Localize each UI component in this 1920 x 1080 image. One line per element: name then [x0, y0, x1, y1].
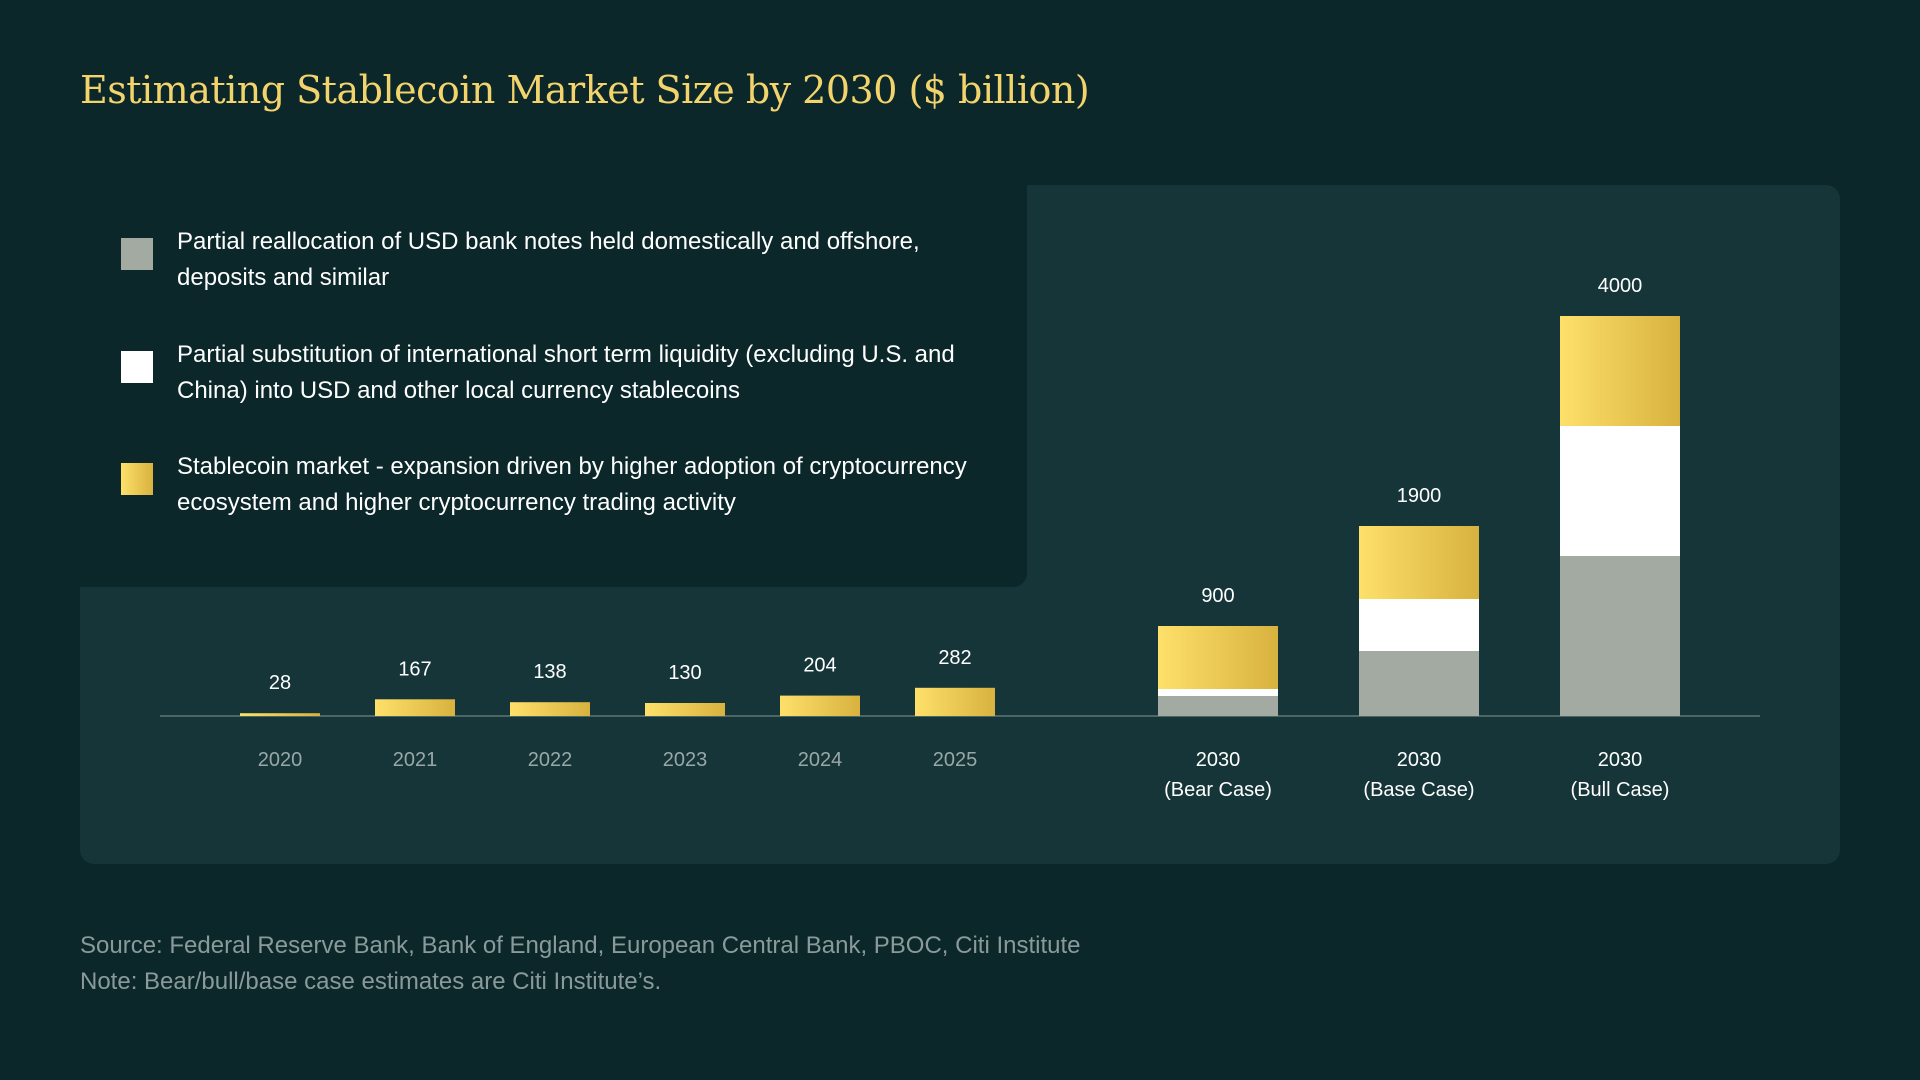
- bar-segment-substitution: [1560, 426, 1680, 556]
- x-tick-label: (Bear Case): [1164, 779, 1272, 801]
- bar-segment-expansion: [915, 687, 995, 716]
- legend-box: [80, 185, 1027, 587]
- bar-total-label: 204: [803, 655, 836, 677]
- estimate-note: Note: Bear/bull/base case estimates are …: [80, 968, 662, 995]
- bar-total-label: 28: [269, 672, 291, 694]
- chart-title: Estimating Stablecoin Market Size by 203…: [80, 68, 1090, 112]
- bar-total-label: 4000: [1598, 275, 1643, 297]
- bar-segment-reallocation: [1359, 651, 1479, 716]
- bar-segment-expansion: [375, 699, 455, 716]
- bar-segment-substitution: [1359, 599, 1479, 651]
- source-note: Source: Federal Reserve Bank, Bank of En…: [80, 932, 1081, 959]
- bar-segment-expansion: [240, 713, 320, 716]
- legend-item-substitution: Partial substitution of international sh…: [121, 337, 981, 409]
- bar-segment-expansion: [510, 702, 590, 716]
- x-tick-label: (Bull Case): [1571, 779, 1670, 801]
- bar-segment-expansion: [1359, 526, 1479, 599]
- bar-segment-expansion: [645, 703, 725, 716]
- legend-label: Stablecoin market - expansion driven by …: [177, 453, 967, 516]
- bar-segment-reallocation: [1560, 556, 1680, 716]
- bar-segment-expansion: [1560, 316, 1680, 426]
- legend-label: Partial substitution of international sh…: [177, 341, 955, 404]
- bar-segment-reallocation: [1158, 696, 1278, 716]
- x-tick-label: 2022: [528, 749, 573, 771]
- bar-segment-expansion: [1158, 626, 1278, 689]
- x-tick-label: 2020: [258, 749, 303, 771]
- x-tick-label: 2024: [798, 749, 843, 771]
- x-tick-label: 2030: [1397, 749, 1442, 771]
- legend-label: Partial reallocation of USD bank notes h…: [177, 228, 920, 291]
- x-tick-label: 2025: [933, 749, 978, 771]
- bar-segment-expansion: [780, 695, 860, 716]
- legend-item-expansion: Stablecoin market - expansion driven by …: [121, 449, 981, 521]
- legend-item-reallocation: Partial reallocation of USD bank notes h…: [121, 224, 981, 296]
- x-tick-label: 2021: [393, 749, 438, 771]
- bar-total-label: 138: [533, 661, 566, 683]
- bar-total-label: 1900: [1397, 485, 1442, 507]
- bar-total-label: 130: [668, 662, 701, 684]
- x-tick-label: 2030: [1598, 749, 1643, 771]
- legend-swatch-gray: [121, 238, 153, 270]
- bar-total-label: 900: [1201, 585, 1234, 607]
- x-tick-label: 2023: [663, 749, 708, 771]
- legend-swatch-gold: [121, 463, 153, 495]
- bar-segment-substitution: [1158, 689, 1278, 696]
- x-tick-label: (Base Case): [1363, 779, 1474, 801]
- legend-swatch-white: [121, 351, 153, 383]
- bar-total-label: 282: [938, 647, 971, 669]
- bar-total-label: 167: [398, 658, 431, 680]
- x-tick-label: 2030: [1196, 749, 1241, 771]
